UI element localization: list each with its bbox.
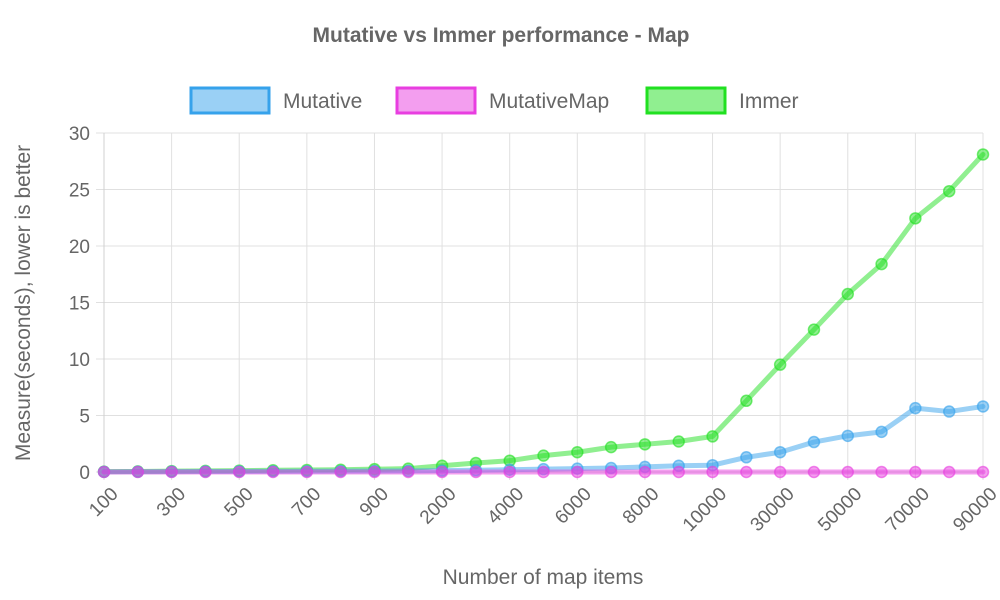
data-point[interactable]	[604, 465, 618, 479]
y-tick-label: 30	[69, 124, 90, 145]
data-point[interactable]	[773, 358, 787, 371]
grid	[96, 132, 984, 480]
x-tick-label: 8000	[619, 484, 664, 529]
data-point[interactable]	[740, 394, 753, 408]
legend-label: Immer	[739, 90, 799, 113]
data-point[interactable]	[875, 465, 888, 479]
data-point[interactable]	[638, 465, 652, 479]
data-point[interactable]	[537, 465, 550, 479]
data-point[interactable]	[672, 465, 685, 479]
data-point[interactable]	[368, 465, 381, 479]
data-point[interactable]	[841, 429, 855, 443]
x-tick-label: 6000	[551, 484, 596, 529]
data-point[interactable]	[469, 465, 483, 479]
data-point[interactable]	[740, 451, 753, 464]
y-tick-label: 25	[69, 181, 90, 202]
data-point[interactable]	[604, 440, 618, 454]
legend-item-immer[interactable]: Immer	[645, 86, 799, 115]
data-point[interactable]	[334, 465, 347, 479]
legend-swatch	[645, 86, 727, 115]
data-point[interactable]	[976, 148, 990, 161]
data-point[interactable]	[875, 257, 888, 271]
x-tick-label: 2000	[416, 484, 461, 529]
data-point[interactable]	[773, 465, 787, 479]
data-point[interactable]	[773, 445, 787, 459]
data-point[interactable]	[638, 438, 652, 451]
legend: Mutative MutativeMap Immer	[189, 86, 799, 115]
legend-label: MutativeMap	[489, 90, 609, 113]
chart-title: Mutative vs Immer performance - Map	[313, 24, 690, 47]
data-point[interactable]	[942, 465, 956, 479]
x-axis-ticks: 100 300 500 700 900 2000 4000 6000 8000 10000 3000…	[85, 484, 1000, 536]
data-point[interactable]	[672, 435, 685, 448]
data-point[interactable]	[807, 435, 821, 449]
x-tick-label: 900	[356, 484, 393, 521]
data-point[interactable]	[503, 465, 516, 479]
legend-label: Mutative	[283, 90, 362, 113]
data-point[interactable]	[537, 449, 550, 462]
y-tick-label: 10	[69, 350, 90, 371]
x-tick-label: 50000	[814, 484, 866, 536]
y-tick-label: 0	[79, 463, 90, 484]
data-point[interactable]	[976, 400, 990, 413]
legend-item-mutative[interactable]: Mutative	[189, 86, 362, 115]
data-point[interactable]	[807, 465, 821, 479]
series-line	[101, 151, 986, 475]
data-point[interactable]	[706, 430, 719, 443]
data-point[interactable]	[841, 287, 855, 301]
data-point[interactable]	[875, 425, 888, 439]
data-point[interactable]	[199, 465, 212, 479]
legend-swatch	[189, 86, 271, 115]
x-tick-label: 300	[153, 484, 190, 521]
x-tick-label: 90000	[949, 484, 1000, 536]
data-point[interactable]	[807, 323, 821, 336]
x-axis-title: Number of map items	[443, 566, 644, 589]
x-tick-label: 700	[288, 484, 325, 521]
data-point[interactable]	[909, 401, 922, 415]
data-point[interactable]	[300, 465, 314, 479]
data-point[interactable]	[706, 465, 719, 479]
data-point[interactable]	[165, 465, 178, 479]
data-point[interactable]	[232, 465, 246, 479]
x-tick-label: 30000	[747, 484, 799, 536]
series-immer	[97, 148, 990, 478]
y-axis-title: Measure(seconds), lower is better	[12, 145, 35, 461]
data-point[interactable]	[942, 184, 956, 198]
y-tick-label: 5	[79, 407, 90, 428]
data-point[interactable]	[976, 465, 990, 479]
data-point[interactable]	[841, 465, 855, 479]
x-tick-label: 100	[85, 484, 122, 521]
legend-swatch	[395, 86, 477, 115]
data-point[interactable]	[131, 465, 145, 479]
y-tick-label: 20	[69, 237, 90, 258]
data-point[interactable]	[740, 465, 753, 479]
data-point[interactable]	[435, 465, 449, 479]
x-tick-label: 4000	[484, 484, 529, 529]
y-axis-ticks: 0 5 10 15 20 25 30	[69, 124, 90, 484]
data-point[interactable]	[942, 405, 956, 418]
series-layer	[97, 148, 990, 479]
legend-item-mutativemap[interactable]: MutativeMap	[395, 86, 609, 115]
data-point[interactable]	[402, 465, 415, 479]
data-point[interactable]	[266, 465, 280, 479]
data-point[interactable]	[909, 212, 922, 225]
x-tick-label: 70000	[882, 484, 934, 536]
data-point[interactable]	[571, 445, 584, 459]
data-point[interactable]	[909, 465, 922, 479]
x-tick-label: 10000	[679, 484, 731, 536]
data-point[interactable]	[97, 465, 111, 479]
x-tick-label: 500	[221, 484, 258, 521]
y-tick-label: 15	[69, 294, 90, 315]
data-point[interactable]	[571, 465, 584, 479]
series-mutativemap	[97, 465, 990, 479]
